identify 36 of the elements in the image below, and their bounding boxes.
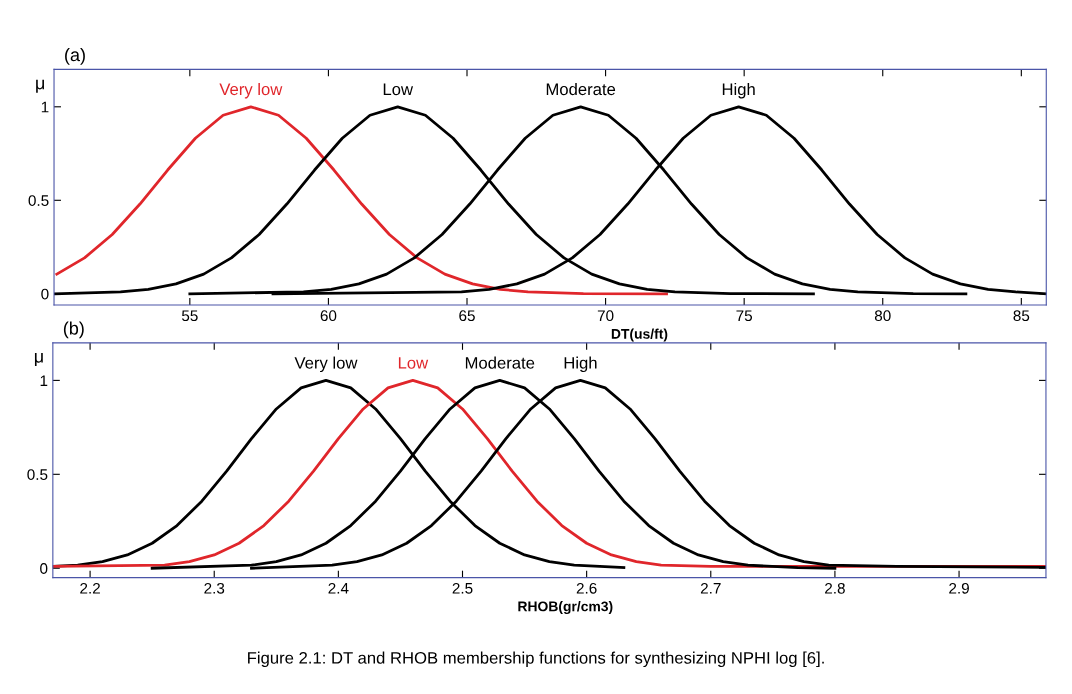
x-tick-label: 60	[320, 310, 337, 322]
x-tick-label: 2.4	[328, 582, 349, 594]
chart-title: (a)	[65, 47, 85, 65]
legend-label: High	[564, 356, 597, 373]
series-label: Low	[398, 357, 429, 369]
x-tick-label: 2.5	[452, 582, 473, 594]
x-tick-label: 2.8	[825, 582, 845, 594]
x-tick-label: 2.6	[576, 582, 597, 594]
legend-label: Moderate	[546, 82, 616, 96]
x-tick-label: 2.7	[700, 582, 721, 594]
x-tick-label: 65	[459, 310, 475, 322]
y-tick-label: 0.5	[28, 195, 49, 206]
series-label: Low	[383, 83, 414, 96]
caption: Figure 2.1: DT and RHOB membership functions for synthesizing NPHI log [6].	[248, 651, 824, 668]
legend-label: High	[722, 82, 755, 99]
y-tick-label: 1	[41, 101, 49, 113]
x-tick-label: 2.9	[949, 582, 969, 594]
x-tick-label: 55	[181, 310, 198, 322]
y-tick-label: 0.5	[27, 469, 48, 480]
x-tick-label: 2.3	[204, 582, 225, 594]
x-tick-label: 2.2	[80, 582, 100, 594]
x-tick-label: 85	[1013, 310, 1030, 322]
y-axis-title: μ	[34, 353, 43, 367]
y-tick-label: 1	[40, 375, 48, 386]
y-tick-label: 0	[41, 288, 49, 300]
x-axis-title: DT(us/ft)	[611, 328, 668, 342]
x-tick-label: 75	[736, 310, 753, 322]
series-label: Very low	[219, 82, 283, 99]
legend-label: Moderate	[465, 356, 535, 369]
y-tick-label: 0	[40, 563, 48, 574]
x-axis-title: RHOB(gr/cm3)	[518, 601, 613, 615]
legend-label: Very low	[294, 356, 358, 373]
x-tick-label: 70	[597, 310, 614, 322]
y-axis-title: μ	[36, 79, 45, 93]
chart-title: (b)	[63, 321, 84, 339]
x-tick-label: 80	[874, 310, 891, 322]
